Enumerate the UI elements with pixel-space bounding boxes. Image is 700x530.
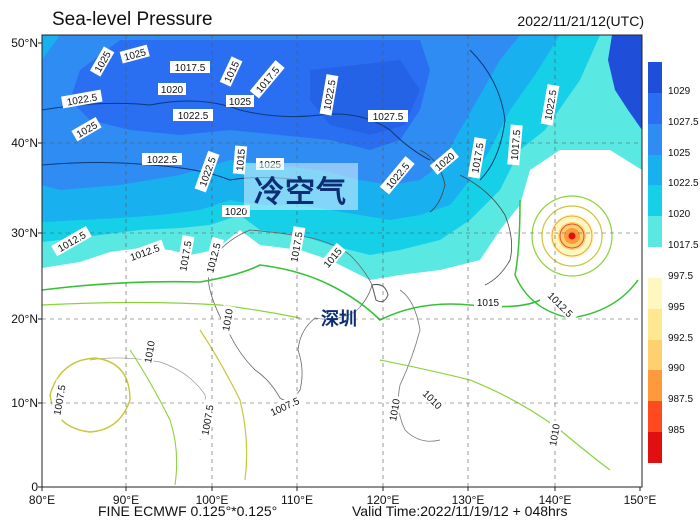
isobar-label-text: 1017.5 [175, 63, 206, 74]
lat-label-30n: 30°N [11, 226, 38, 240]
colorbar-swatch [648, 401, 662, 433]
isobar-label: 1025 [226, 95, 254, 108]
colorbar-level-label: 1027.5 [668, 116, 699, 128]
colorbar-swatch [648, 62, 662, 93]
isobar-label: 1020 [158, 83, 186, 96]
pressure-colorbar [648, 62, 662, 463]
colorbar-swatch [648, 92, 662, 124]
colorbar-level-label: 1017.5 [668, 240, 699, 252]
isobar-label: 1027.5 [368, 110, 408, 123]
lat-label-10n: 10°N [11, 396, 38, 410]
isobar-label-text: 1017.5 [178, 240, 194, 272]
isobar-label: 1020 [222, 205, 250, 218]
colorbar-level-label: 1025 [668, 147, 691, 159]
valid-time-label: Valid Time:2022/11/19/12 + 048hrs [352, 503, 568, 519]
lat-label-0: 0 [31, 480, 38, 494]
isobar-label-text: 1022.5 [322, 79, 338, 111]
lat-label-50n: 50°N [11, 36, 38, 50]
isobar-label-text: 1010 [143, 340, 158, 364]
isobar-label: 1017.5 [467, 137, 487, 179]
isobar-label: 1022.5 [319, 74, 339, 116]
lon-label-120e: 120°E [366, 493, 400, 507]
lon-label-110e: 110°E [281, 493, 313, 507]
colorbar-level-label: 987.5 [668, 394, 694, 406]
isobar-label-text: 1010 [388, 398, 403, 422]
isobar-label: 1017.5 [507, 124, 524, 166]
colorbar-level-label: 997.5 [668, 270, 694, 282]
isobar-label-text: 1022.5 [147, 155, 178, 166]
lon-label-90e: 90°E [112, 493, 140, 507]
isobar-label: 1017.5 [286, 226, 306, 268]
isobar-label: 1007.5 [49, 379, 69, 421]
model-label: FINE ECMWF 0.125°*0.125° [98, 503, 278, 519]
colorbar-swatch [648, 370, 662, 402]
isobar-label-text: 1010 [548, 423, 563, 447]
callout-text: 冷空气 [254, 175, 347, 210]
colorbar-level-label: 995 [668, 301, 685, 313]
isobar-label-text: 1022.5 [66, 92, 98, 108]
isobar-label-text: 1020 [161, 85, 184, 96]
lon-label-80e: 80°E [28, 493, 56, 507]
isobar-label: 1017.5 [175, 235, 195, 277]
lon-label-150e: 150°E [623, 493, 657, 507]
isobar-label: 1010 [218, 304, 236, 335]
colorbar-swatch [648, 123, 662, 155]
colorbar-swatch [648, 216, 662, 248]
lon-label-140e: 140°E [538, 493, 572, 507]
colorbar-swatch [648, 308, 662, 340]
valid-time-utc: 2022/11/21/12(UTC) [517, 13, 644, 29]
isobar-label-text: 1017.5 [289, 231, 305, 263]
colorbar-level-label: 1029 [668, 85, 691, 97]
isobar-label-text: 1022.5 [543, 89, 559, 121]
isobar-label-text: 1020 [225, 207, 248, 218]
isobar-label-text: 1027.5 [373, 112, 404, 123]
colorbar-swatch [648, 277, 662, 309]
city-label: 深圳 [318, 305, 360, 331]
map-title: Sea-level Pressure [52, 9, 213, 30]
isobar-label: 1010 [545, 419, 563, 450]
isobar-label: 1022.5 [540, 84, 560, 126]
isobar-label-text: 1022.5 [178, 111, 209, 122]
colorbar-swatch [648, 339, 662, 371]
isobar-label: 1022.5 [142, 153, 182, 166]
isobar-label-text: 1025 [229, 97, 252, 108]
colorbar-level-label: 990 [668, 363, 685, 375]
isobar-label-text: 1007.5 [200, 404, 216, 436]
colorbar-level-label: 1020 [668, 209, 691, 221]
isobar-label-text: 1017.5 [470, 142, 486, 174]
isobar-label-text: 1010 [221, 308, 236, 332]
isobar-label: 1007.5 [197, 399, 217, 441]
colorbar-swatch [648, 185, 662, 217]
isobar-label: 1010 [140, 336, 158, 367]
isobar-label: 1015 [474, 296, 502, 309]
isobar-label: 1022.5 [173, 109, 213, 122]
lon-label-100e: 100°E [195, 493, 229, 507]
isobar-label-text: 1007.5 [52, 384, 68, 416]
lat-label-40n: 40°N [11, 136, 38, 150]
lat-label-20n: 20°N [11, 312, 38, 326]
isobar-label-text: 1015 [477, 298, 500, 309]
isobar-label: 1017.5 [170, 61, 210, 74]
colorbar-swatch [648, 154, 662, 186]
colorbar-level-label: 1022.5 [668, 178, 699, 190]
colorbar-swatch [648, 432, 662, 463]
colorbar-level-label: 992.5 [668, 332, 694, 344]
cold-air-callout: 冷空气 [244, 163, 358, 210]
colorbar-swatch [648, 247, 662, 278]
isobar-label-text: 1017.5 [510, 129, 524, 161]
isobar-label: 1022.5 [61, 89, 103, 109]
isobar-label: 1010 [385, 394, 403, 425]
lon-label-130e: 130°E [451, 493, 485, 507]
colorbar-level-label: 985 [668, 425, 685, 437]
